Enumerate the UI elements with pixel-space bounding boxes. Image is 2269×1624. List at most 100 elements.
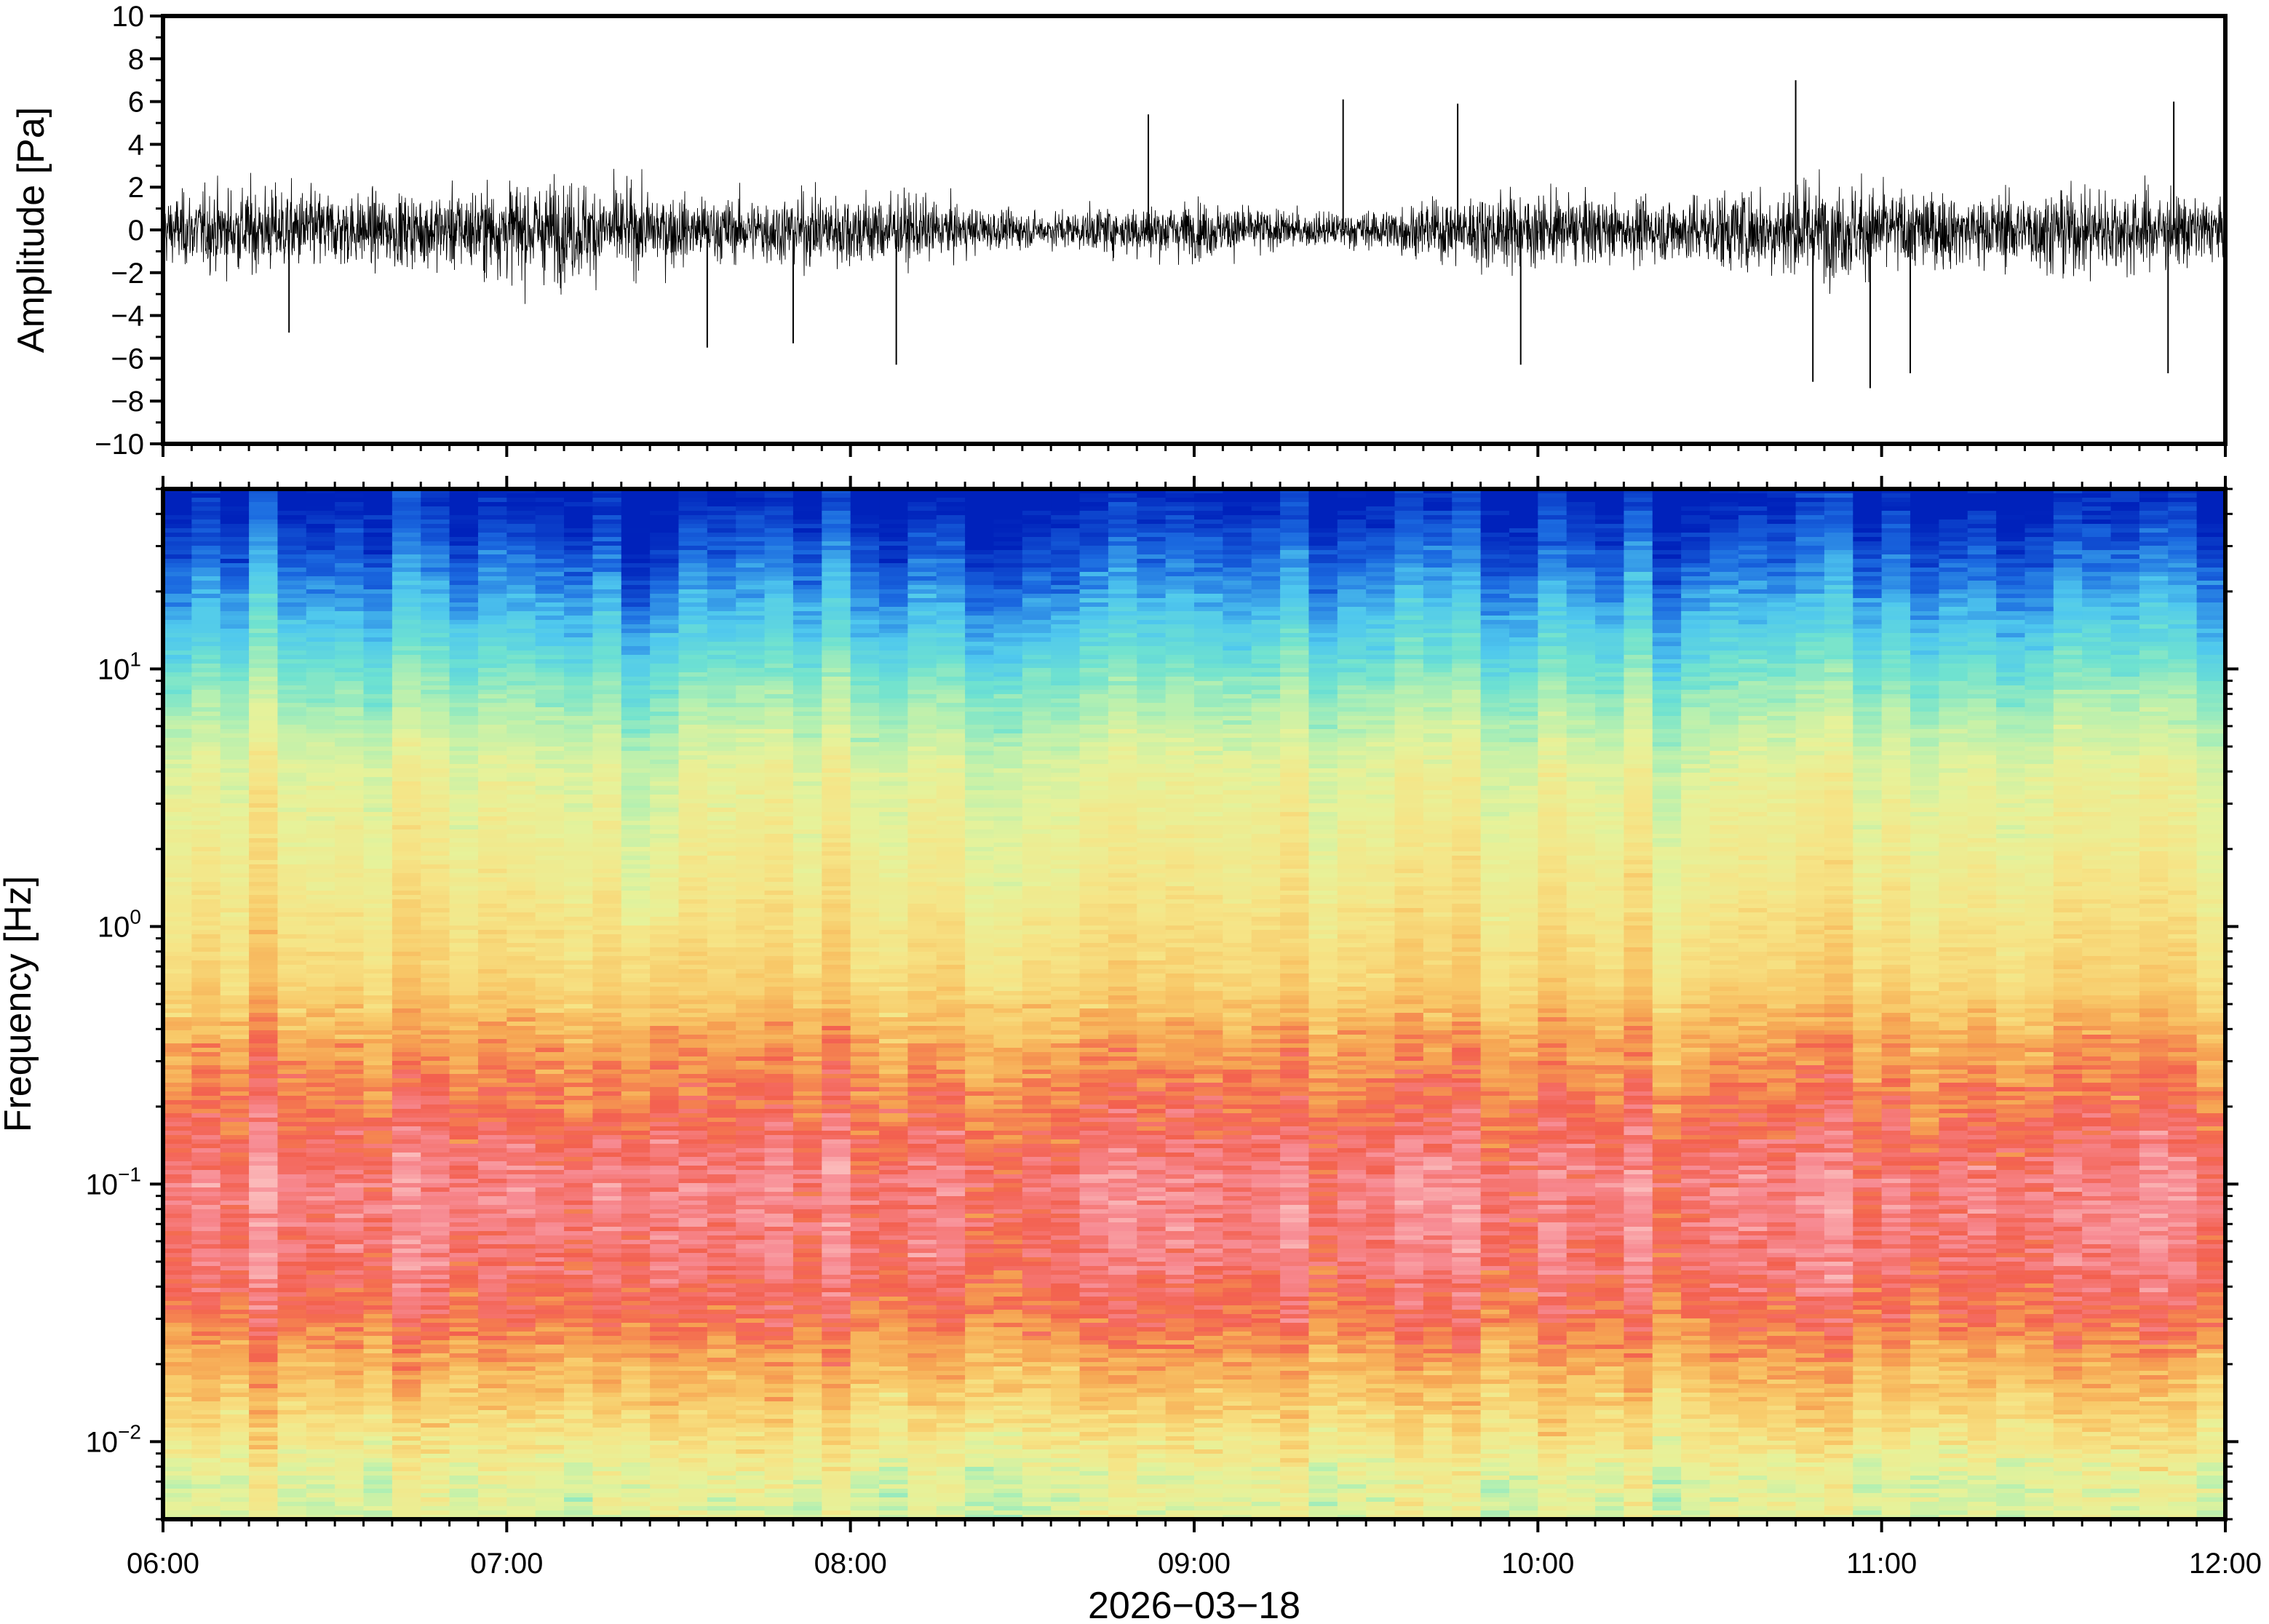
- spectrogram-cell: [736, 877, 766, 883]
- spectrogram-cell: [449, 873, 479, 878]
- spectrogram-cell: [249, 821, 279, 826]
- spectrogram-cell: [650, 1497, 680, 1502]
- spectrogram-cell: [678, 1104, 708, 1110]
- spectrogram-cell: [650, 659, 680, 664]
- spectrogram-cell: [392, 489, 421, 494]
- spectrogram-cell: [707, 1214, 736, 1219]
- spectrogram-cell: [535, 790, 565, 795]
- spectrogram-cell: [650, 821, 680, 826]
- spectrogram-cell: [220, 1484, 250, 1489]
- spectrogram-cell: [535, 991, 565, 996]
- spectrogram-cell: [535, 1384, 565, 1389]
- spectrogram-cell: [392, 1449, 421, 1454]
- spectrogram-cell: [736, 1004, 766, 1009]
- spectrogram-cell: [535, 1231, 565, 1236]
- spectrogram-cell: [306, 904, 335, 909]
- spectrogram-cell: [678, 952, 708, 957]
- spectrogram-cell: [678, 1087, 708, 1092]
- spectrogram-cell: [736, 576, 766, 581]
- spectrogram-cell: [621, 1323, 651, 1328]
- spectrogram-cell: [363, 930, 393, 935]
- spectrogram-cell: [506, 506, 536, 512]
- spectrogram-cell: [392, 515, 421, 520]
- spectrogram-cell: [163, 1083, 192, 1088]
- spectrogram-cell: [621, 1013, 651, 1018]
- spectrogram-cell: [306, 1441, 335, 1446]
- spectrogram-cell: [335, 515, 365, 520]
- spectrogram-cell: [592, 812, 622, 817]
- spectrogram-cell: [535, 1410, 565, 1415]
- spectrogram-cell: [363, 624, 393, 629]
- spectrogram-cell: [306, 847, 335, 852]
- spectrogram-cell: [163, 860, 192, 865]
- spectrogram-cell: [277, 1502, 307, 1507]
- spectrogram-cell: [335, 677, 365, 682]
- spectrogram-cell: [449, 760, 479, 765]
- spectrogram-cell: [477, 1458, 507, 1463]
- spectrogram-cell: [564, 1406, 594, 1411]
- spectrogram-cell: [650, 1275, 680, 1280]
- spectrogram-cell: [335, 707, 365, 712]
- spectrogram-cell: [477, 1476, 507, 1481]
- spectrogram-cell: [564, 1008, 594, 1014]
- spectrogram-cell: [363, 1039, 393, 1044]
- spectrogram-cell: [220, 1393, 250, 1398]
- spectrogram-cell: [277, 550, 307, 555]
- spectrogram-cell: [277, 1227, 307, 1232]
- spectrogram-cell: [592, 1144, 622, 1149]
- spectrogram-cell: [707, 1030, 736, 1035]
- spectrogram-cell: [392, 1510, 421, 1516]
- spectrogram-cell: [707, 581, 736, 586]
- spectrogram-cell: [163, 1170, 192, 1175]
- spectrogram-cell: [191, 843, 221, 848]
- spectrogram-cell: [506, 847, 536, 852]
- spectrogram-cell: [707, 655, 736, 660]
- spectrogram-cell: [277, 1183, 307, 1188]
- spectrogram-cell: [335, 786, 365, 791]
- spectrogram-cell: [477, 1240, 507, 1245]
- spectrogram-cell: [707, 664, 736, 669]
- spectrogram-cell: [592, 698, 622, 704]
- spectrogram-cell: [277, 1187, 307, 1193]
- spectrogram-cell: [163, 1091, 192, 1096]
- spectrogram-cell: [249, 965, 279, 970]
- spectrogram-cell: [163, 1135, 192, 1140]
- spectrogram-cell: [564, 1436, 594, 1441]
- spectrogram-cell: [335, 895, 365, 900]
- spectrogram-cell: [421, 1065, 450, 1070]
- spectrogram-cell: [477, 843, 507, 848]
- spectrogram-cell: [249, 1358, 279, 1363]
- spectrogram-cell: [564, 602, 594, 608]
- spectrogram-cell: [564, 1471, 594, 1476]
- spectrogram-cell: [564, 502, 594, 507]
- spectrogram-cell: [506, 1000, 536, 1005]
- spectrogram-cell: [592, 707, 622, 712]
- spectrogram-cell: [506, 1414, 536, 1420]
- spectrogram-cell: [564, 926, 594, 931]
- spectrogram-cell: [277, 1118, 307, 1123]
- spectrogram-cell: [678, 1419, 708, 1424]
- spectrogram-cell: [621, 1100, 651, 1105]
- spectrogram-cell: [421, 1035, 450, 1040]
- spectrogram-cell: [449, 528, 479, 533]
- spectrogram-cell: [449, 515, 479, 520]
- spectrogram-cell: [277, 960, 307, 966]
- spectrogram-cell: [220, 1022, 250, 1027]
- spectrogram-cell: [506, 795, 536, 800]
- spectrogram-cell: [191, 1078, 221, 1083]
- spectrogram-cell: [249, 974, 279, 979]
- spectrogram-cell: [650, 1096, 680, 1101]
- spectrogram-cell: [306, 799, 335, 804]
- spectrogram-cell: [506, 1109, 536, 1114]
- spectrogram-cell: [707, 965, 736, 970]
- spectrogram-cell: [650, 1135, 680, 1140]
- spectrogram-cell: [191, 812, 221, 817]
- spectrogram-cell: [592, 1275, 622, 1280]
- spectrogram-cell: [564, 1013, 594, 1018]
- spectrogram-cell: [535, 716, 565, 721]
- spectrogram-cell: [477, 1157, 507, 1162]
- spectrogram-cell: [678, 1489, 708, 1494]
- spectrogram-cell: [506, 1201, 536, 1206]
- spectrogram-cell: [592, 1196, 622, 1201]
- spectrogram-cell: [564, 934, 594, 939]
